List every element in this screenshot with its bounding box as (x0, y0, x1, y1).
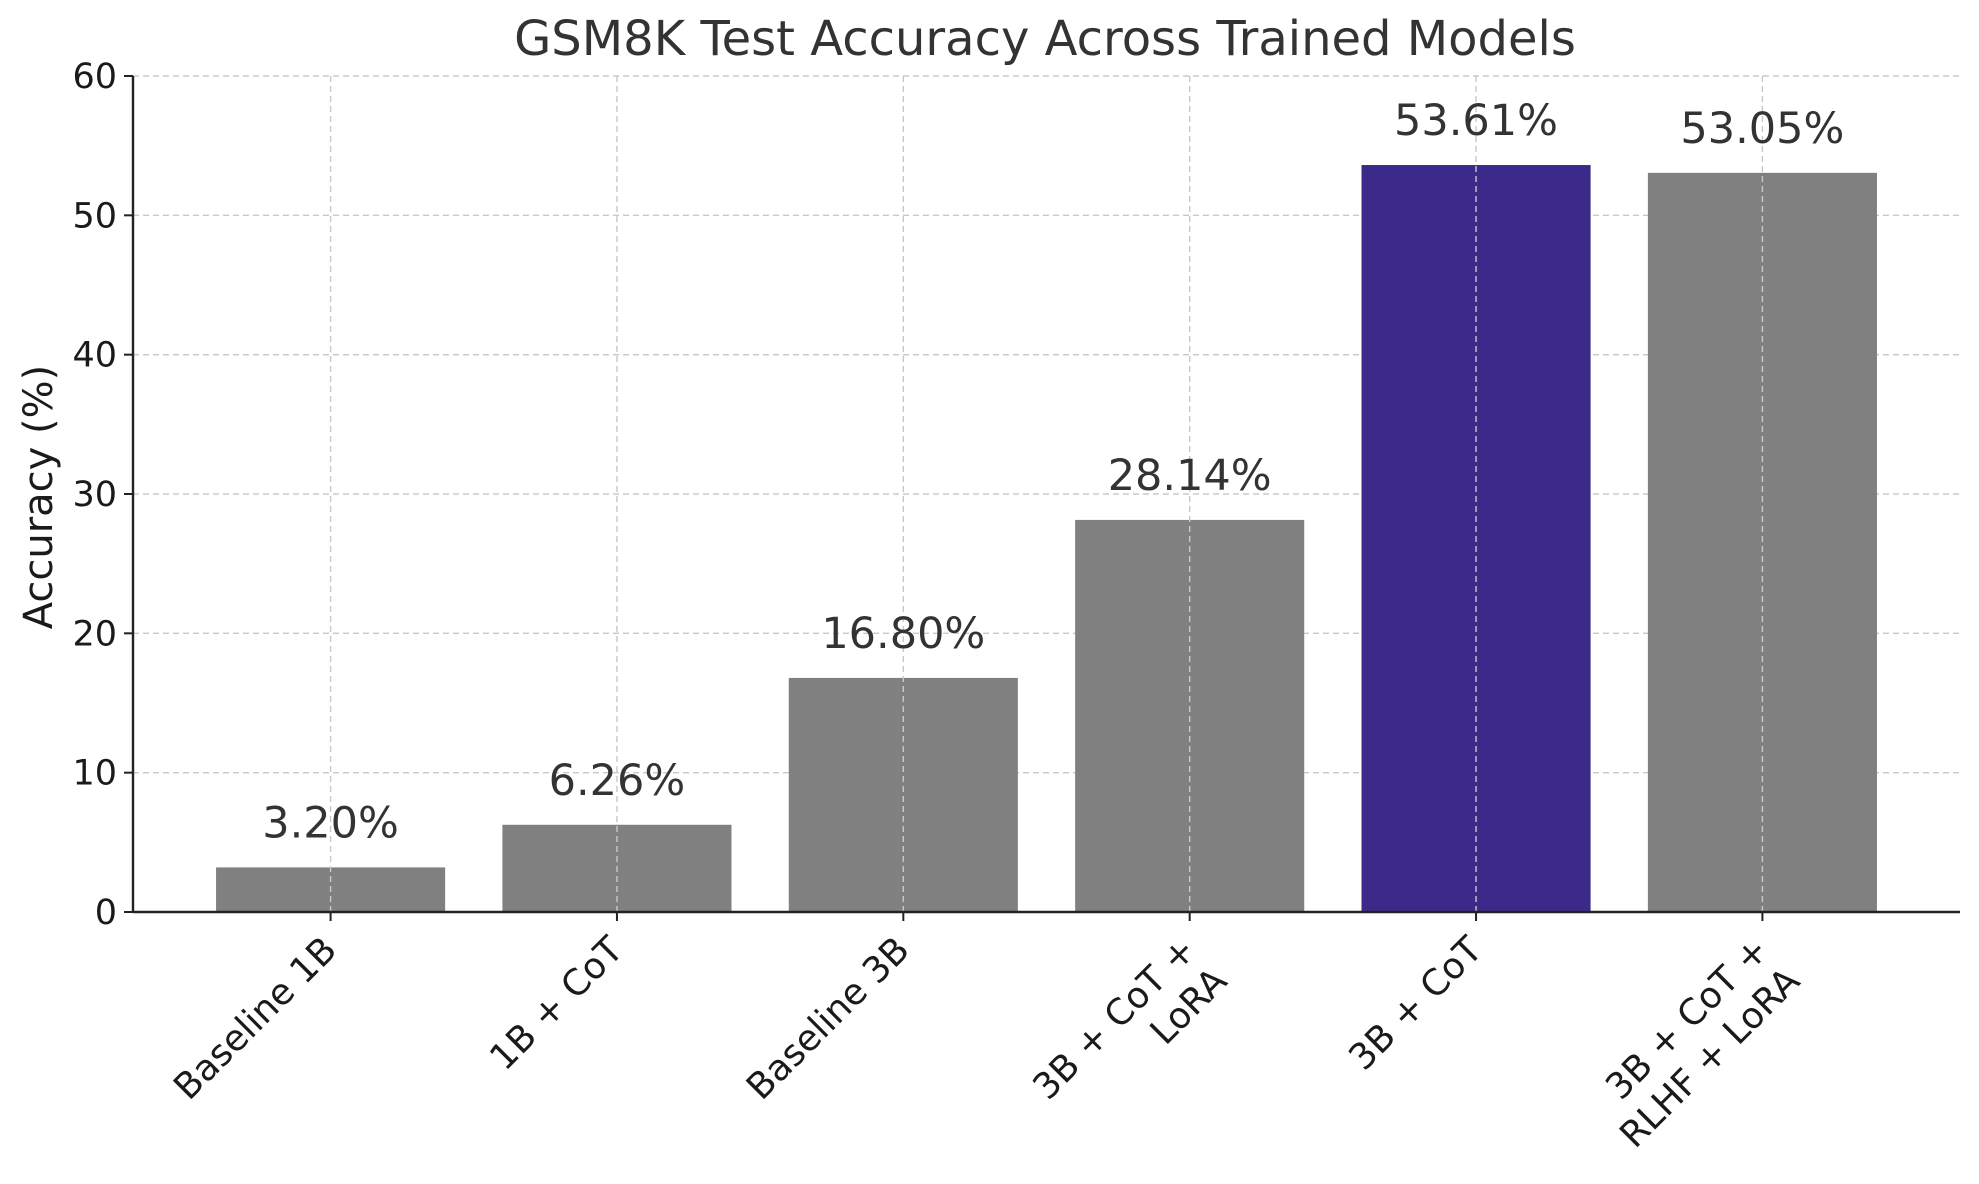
bar-value-label: 16.80% (821, 609, 985, 659)
y-tick-label: 20 (72, 614, 117, 654)
x-category-label: Baseline 3B (739, 929, 918, 1108)
y-tick-label: 60 (72, 57, 117, 97)
y-tick-label: 40 (72, 336, 117, 376)
x-category-label-line: 1B + CoT (482, 929, 632, 1079)
y-tick-label: 50 (72, 196, 117, 236)
y-axis-label: Accuracy (%) (16, 365, 62, 630)
bar-value-label: 53.61% (1394, 96, 1558, 146)
axes-layer (124, 75, 1960, 921)
x-category-label: 3B + CoT +LoRA (1026, 929, 1236, 1107)
x-category-label: 3B + CoT +RLHF + LoRA (1598, 929, 1808, 1156)
x-category-label: Baseline 1B (166, 929, 345, 1108)
chart-title: GSM8K Test Accuracy Across Trained Model… (514, 11, 1576, 67)
x-category-label-line: Baseline 3B (739, 929, 918, 1108)
y-tick-label: 0 (95, 893, 117, 933)
bar-value-label: 53.05% (1680, 104, 1844, 154)
y-tick-label: 30 (72, 475, 117, 515)
x-category-label: 1B + CoT (482, 929, 632, 1079)
x-category-label-line: 3B + CoT (1341, 929, 1491, 1079)
bar-value-label: 28.14% (1108, 451, 1272, 501)
bars-layer (216, 165, 1877, 912)
bar-value-label: 6.26% (549, 756, 686, 806)
y-tick-label: 10 (72, 754, 117, 794)
x-category-label: 3B + CoT (1341, 929, 1491, 1079)
bar-value-label: 3.20% (262, 798, 399, 848)
x-category-label-line: Baseline 1B (166, 929, 345, 1108)
